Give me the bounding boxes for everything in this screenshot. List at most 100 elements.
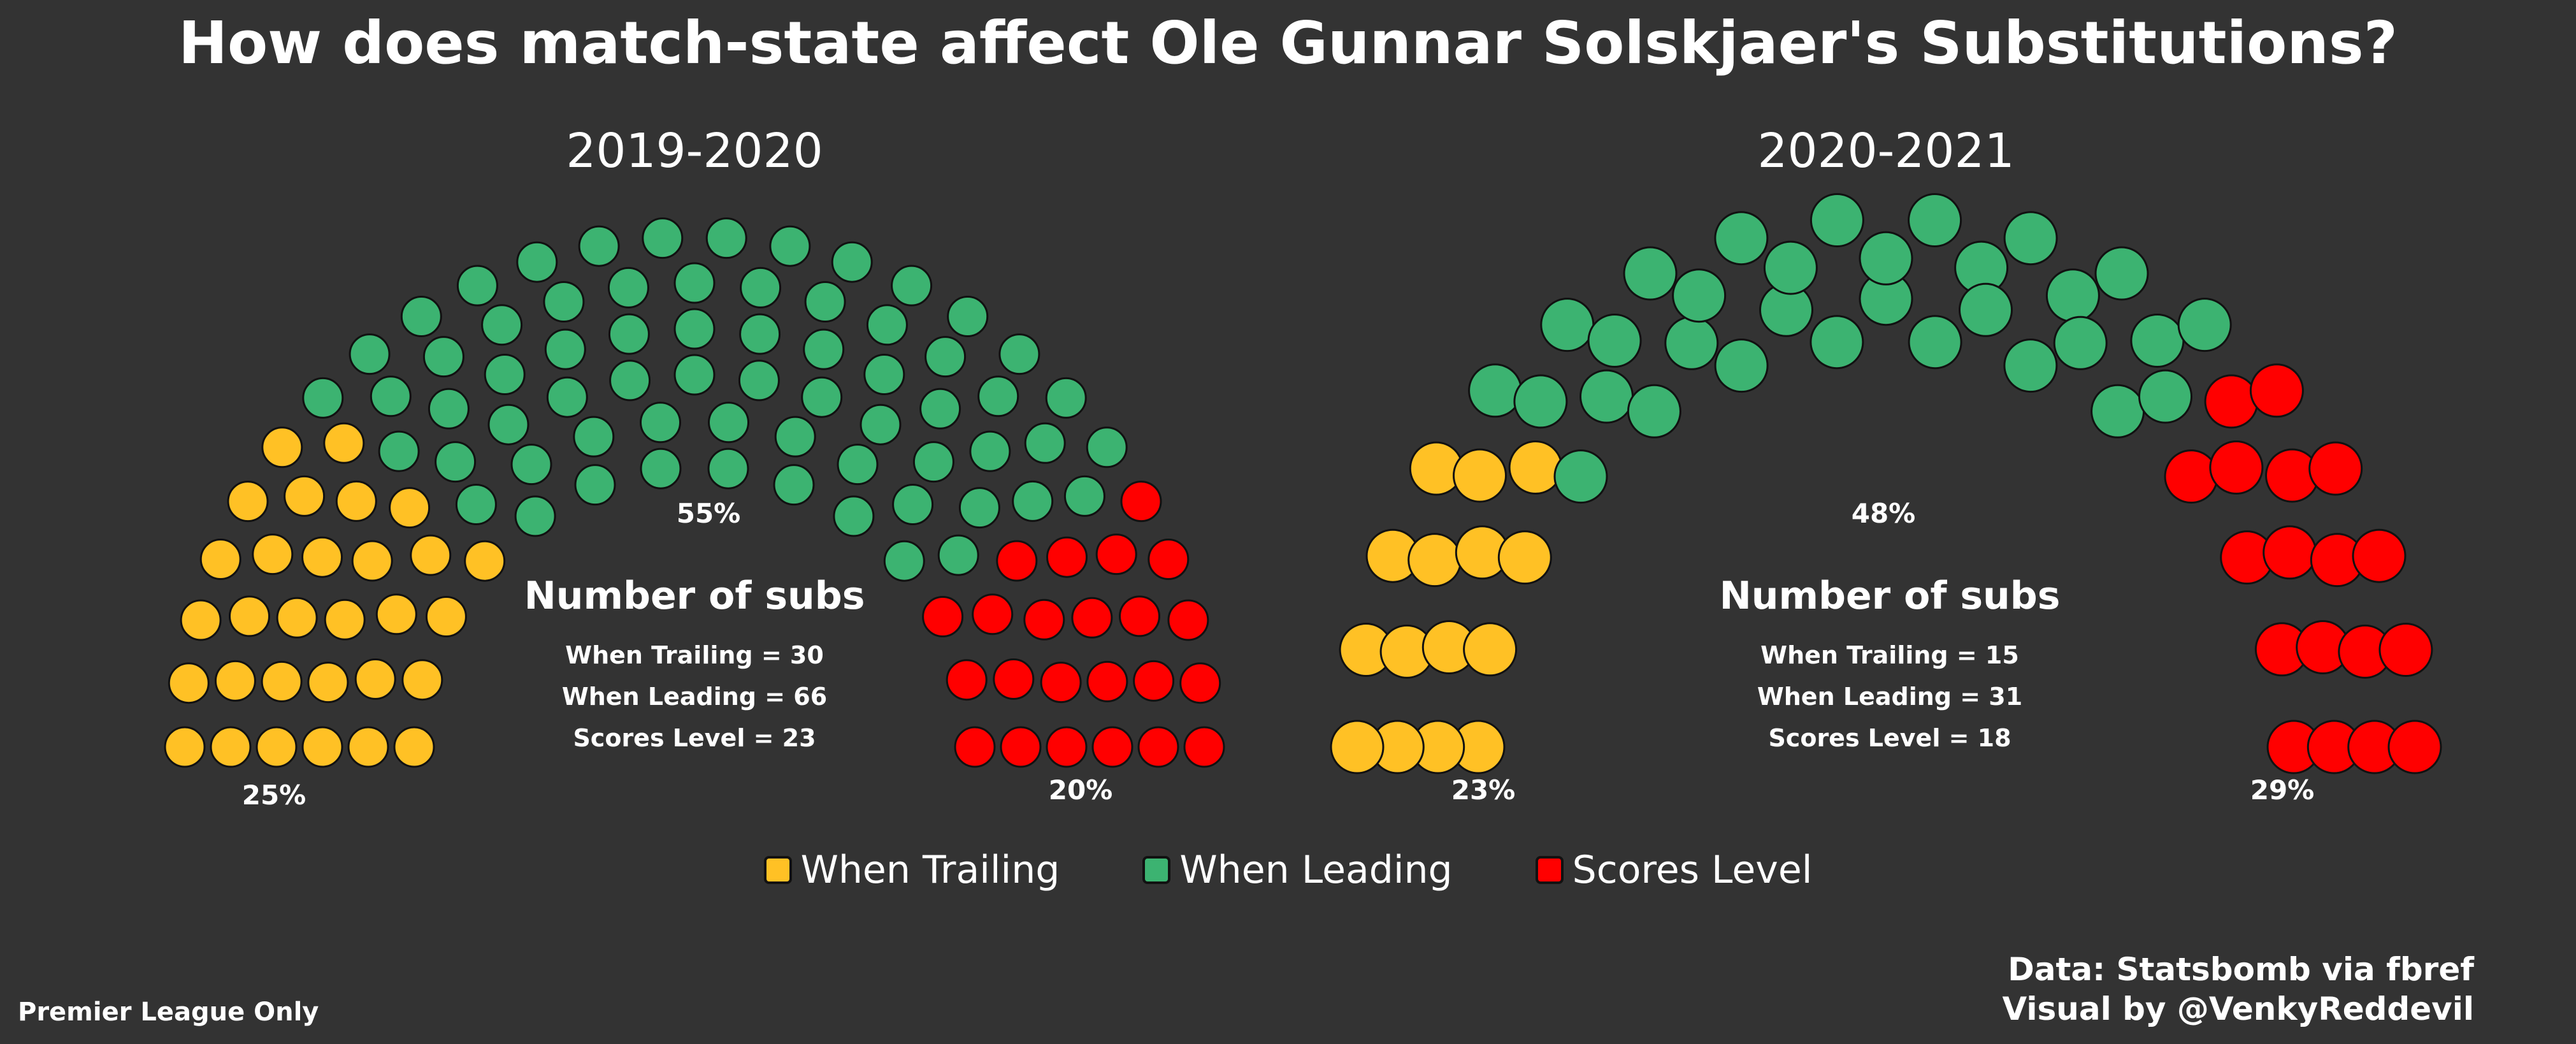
seat-leading — [1579, 369, 1634, 424]
season-title: 2019-2020 — [566, 124, 823, 178]
seat-trailing — [335, 480, 377, 522]
seat-leading — [2090, 384, 2145, 439]
seat-level — [1000, 726, 1042, 768]
seat-level — [2378, 623, 2433, 677]
seat-leading — [1714, 338, 1769, 393]
credit-author: Visual by @VenkyReddevil — [2002, 990, 2474, 1027]
seat-level — [1133, 660, 1175, 702]
seat-leading — [607, 266, 649, 308]
seat-leading — [837, 444, 879, 486]
seat-leading — [1859, 231, 1913, 286]
percent-label-level: 29% — [2250, 774, 2315, 806]
seat-leading — [1908, 315, 1962, 370]
seat-leading — [1587, 314, 1642, 368]
panel-title: Number of subs — [524, 574, 865, 618]
seat-leading — [514, 495, 556, 537]
seat-leading — [510, 444, 552, 486]
seat-leading — [969, 430, 1011, 472]
seat-level — [2308, 441, 2363, 496]
seat-trailing — [180, 599, 222, 641]
seat-leading — [481, 304, 523, 346]
seat-trailing — [276, 597, 318, 639]
percent-label-level: 20% — [1049, 774, 1113, 806]
seat-level — [1095, 533, 1137, 576]
legend-swatch-leading — [1142, 856, 1171, 884]
seat-leading — [1810, 315, 1864, 370]
legend-swatch-trailing — [763, 856, 792, 884]
seat-trailing — [323, 422, 365, 464]
summary-trailing: When Trailing = 15 — [1760, 641, 2019, 669]
seat-trailing — [1407, 533, 1462, 588]
seat-trailing — [1497, 530, 1552, 585]
seat-trailing — [464, 540, 506, 582]
legend: When Trailing When Leading Scores Level — [0, 848, 2576, 892]
seat-trailing — [1508, 440, 1563, 495]
seat-leading — [773, 464, 815, 506]
seat-trailing — [164, 726, 206, 768]
seat-level — [996, 540, 1038, 582]
seat-leading — [1959, 282, 2013, 337]
seat-leading — [1063, 475, 1105, 517]
seat-level — [2263, 525, 2317, 580]
seat-leading — [1763, 240, 1818, 295]
seat-level — [993, 658, 1035, 700]
seat-leading — [456, 265, 498, 307]
seat-leading — [487, 403, 529, 446]
seat-leading — [302, 377, 344, 419]
seat-level — [922, 596, 964, 637]
credits: Data: Statsbomb via fbref Visual by @Ven… — [2003, 950, 2474, 1029]
seat-leading — [2094, 246, 2149, 301]
seat-leading — [1623, 246, 1678, 301]
seat-level — [2249, 363, 2304, 418]
seat-leading — [1540, 298, 1595, 352]
seat-leading — [2177, 298, 2232, 352]
seat-trailing — [255, 726, 298, 768]
seat-leading — [863, 354, 905, 395]
seat-level — [1071, 597, 1113, 639]
seat-leading — [831, 241, 873, 283]
seat-leading — [516, 241, 558, 283]
seat-trailing — [354, 658, 396, 700]
seat-leading — [1714, 211, 1769, 266]
seat-leading — [2053, 315, 2108, 370]
seat-level — [1023, 598, 1065, 641]
seat-trailing — [351, 540, 393, 582]
seat-trailing — [1330, 720, 1385, 774]
seat-level — [1046, 536, 1088, 578]
seat-leading — [740, 266, 782, 308]
seat-trailing — [301, 726, 343, 768]
seat-level — [1167, 599, 1209, 641]
seat-leading — [1664, 315, 1719, 370]
seat-level — [2387, 720, 2442, 774]
seat-leading — [428, 388, 470, 430]
seat-trailing — [307, 662, 349, 704]
footnote: Premier League Only — [18, 997, 319, 1027]
seat-trailing — [1463, 622, 1518, 677]
seat-leading — [883, 540, 925, 582]
percent-label-trailing: 25% — [242, 779, 306, 811]
seat-leading — [2130, 314, 2185, 368]
seat-leading — [455, 484, 497, 525]
seat-leading — [912, 441, 954, 483]
seat-trailing — [168, 662, 210, 704]
seat-leading — [1086, 426, 1128, 468]
seat-leading — [801, 376, 843, 418]
seat-level — [1183, 726, 1225, 768]
legend-item-level: Scores Level — [1535, 848, 1812, 892]
seat-leading — [544, 328, 586, 370]
seat-leading — [977, 375, 1019, 417]
panel-title: Number of subs — [1720, 574, 2061, 618]
seat-leading — [1045, 377, 1087, 419]
seat-leading — [705, 217, 747, 259]
seat-level — [1120, 481, 1162, 523]
seat-leading — [1672, 268, 1727, 323]
seat-leading — [609, 359, 651, 402]
seat-level — [1086, 660, 1128, 702]
seat-level — [2352, 528, 2407, 583]
seat-leading — [573, 416, 615, 458]
seat-leading — [803, 328, 845, 370]
seat-trailing — [401, 659, 443, 701]
seat-leading — [1627, 384, 1681, 439]
seat-level — [972, 593, 1014, 635]
seat-leading — [484, 354, 526, 395]
